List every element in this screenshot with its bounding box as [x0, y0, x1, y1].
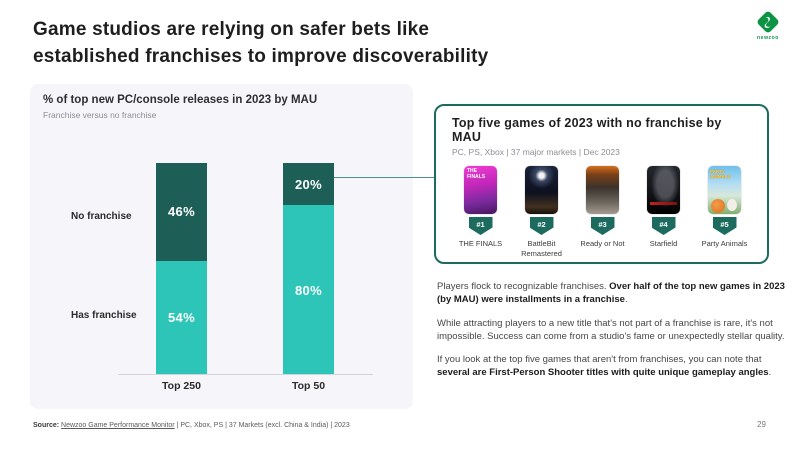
top-games-title: Top five games of 2023 with no franchise…	[452, 116, 722, 144]
p1-tail: .	[624, 294, 628, 306]
game-card-5: PARTY ANIMALS #5 Party Animals	[694, 166, 755, 259]
game-cover-art: PARTY ANIMALS	[708, 166, 741, 214]
game-name: Starfield	[649, 239, 678, 248]
x-axis-line	[118, 374, 373, 375]
source-label: Source:	[33, 422, 60, 429]
p1-normal: Players flock to recognizable franchises…	[437, 281, 610, 292]
page-number: 29	[757, 420, 766, 429]
paragraph-3: If you look at the top five games that a…	[437, 353, 790, 380]
newzoo-logo-text: newzoo	[757, 35, 779, 41]
game-name: Ready or Not	[580, 239, 625, 248]
game-name: Party Animals	[701, 239, 748, 248]
rank-badge: #2	[529, 217, 554, 235]
cover-title-text: PARTY ANIMALS	[710, 169, 731, 180]
commentary-text: Players flock to recognizable franchises…	[437, 280, 790, 390]
category-label-top250: Top 250	[162, 380, 201, 392]
chart-title: % of top new PC/console releases in 2023…	[43, 94, 318, 106]
bar-segment-has-franchise-top250: 54%	[156, 260, 207, 375]
chart-subtitle: Franchise versus no franchise	[43, 110, 157, 120]
source-link[interactable]: Newzoo Game Performance Monitor	[61, 422, 175, 429]
paragraph-2: While attracting players to a new title …	[437, 317, 785, 342]
p3-tail: .	[768, 367, 772, 379]
slide-title: Game studios are relying on safer bets l…	[33, 16, 488, 70]
bar-value-label: 46%	[168, 204, 195, 220]
stacked-bar-top250: 46% 54%	[156, 163, 207, 375]
p3-bold: several are First-Person Shooter titles …	[437, 367, 769, 379]
newzoo-diamond-icon	[757, 11, 779, 33]
game-card-4: #4 Starfield	[633, 166, 694, 259]
game-card-1: THE FINALS #1 THE FINALS	[450, 166, 511, 259]
bar-value-label: 20%	[295, 176, 322, 192]
game-name: BattleBit Remastered	[521, 239, 562, 259]
top-games-subtitle: PC, PS, Xbox | 37 major markets | Dec 20…	[452, 147, 620, 157]
series-label-has-franchise: Has franchise	[71, 310, 137, 321]
rank-badge: #5	[712, 217, 737, 235]
game-card-2: #2 BattleBit Remastered	[511, 166, 572, 259]
bar-value-label: 54%	[168, 310, 195, 326]
p1-bold: Over half of the top new games in 2023 (…	[437, 281, 785, 306]
game-card-3: #3 Ready or Not	[572, 166, 633, 259]
series-label-no-franchise: No franchise	[71, 211, 132, 222]
bar-segment-no-franchise-top50: 20%	[283, 163, 334, 206]
game-cover-art: THE FINALS	[464, 166, 497, 214]
category-label-top50: Top 50	[291, 380, 326, 392]
p3-normal: If you look at the top five games that a…	[437, 354, 762, 366]
rank-badge: #3	[590, 217, 615, 235]
source-line: Source: Newzoo Game Performance Monitor …	[33, 422, 350, 429]
stacked-bar-top50: 20% 80%	[283, 163, 334, 375]
game-cover-art	[586, 166, 619, 214]
games-row: THE FINALS #1 THE FINALS #2 BattleBit Re…	[436, 157, 767, 259]
rank-badge: #1	[468, 217, 493, 235]
bar-segment-has-franchise-top50: 80%	[283, 205, 334, 375]
rank-badge: #4	[651, 217, 676, 235]
game-cover-art	[647, 166, 680, 214]
bar-value-label: 80%	[295, 282, 322, 298]
newzoo-logo: newzoo	[751, 9, 785, 41]
chart-panel: % of top new PC/console releases in 2023…	[30, 84, 413, 409]
game-cover-art	[525, 166, 558, 214]
callout-connector-line	[334, 177, 435, 178]
game-name: THE FINALS	[458, 239, 503, 248]
slide-title-line2: established franchises to improve discov…	[33, 46, 489, 67]
bar-segment-no-franchise-top250: 46%	[156, 163, 207, 261]
slide-title-line1: Game studios are relying on safer bets l…	[33, 19, 430, 40]
cover-title-text: THE FINALS	[467, 168, 486, 180]
source-rest: | PC, Xbox, PS | 37 Markets (excl. China…	[174, 422, 350, 429]
paragraph-1: Players flock to recognizable franchises…	[437, 280, 790, 307]
top-games-panel: Top five games of 2023 with no franchise…	[434, 104, 769, 264]
